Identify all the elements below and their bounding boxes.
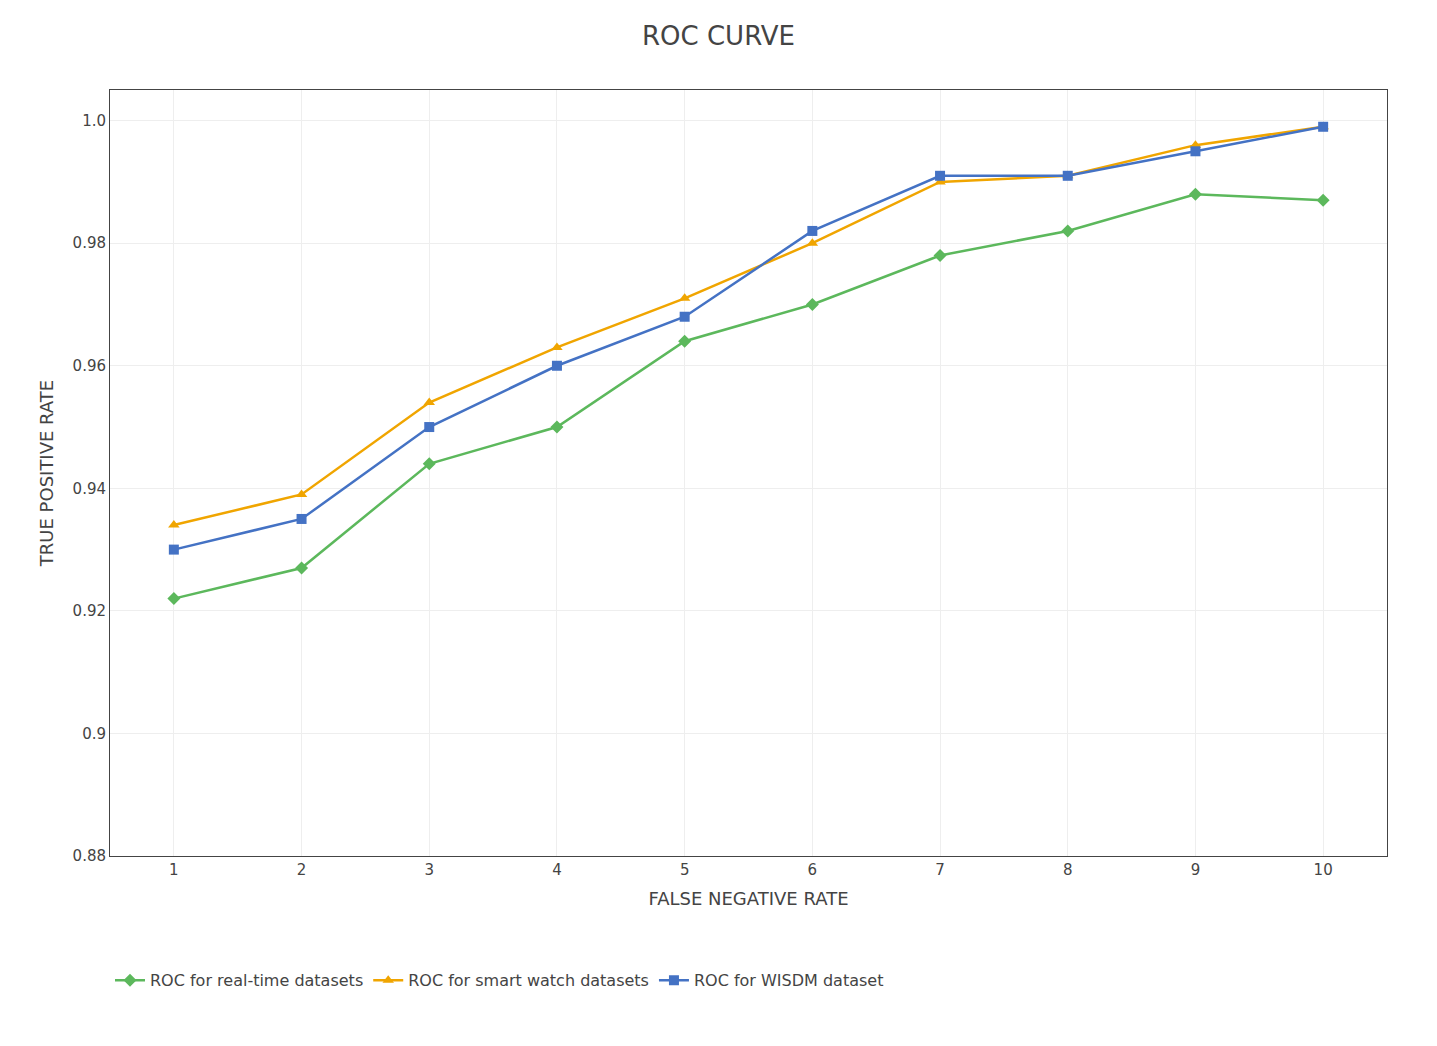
svg-text:0.96: 0.96 [73, 357, 106, 375]
svg-text:0.88: 0.88 [73, 847, 106, 865]
svg-text:5: 5 [680, 861, 690, 879]
svg-text:0.92: 0.92 [73, 602, 106, 620]
svg-text:0.9: 0.9 [82, 725, 106, 743]
svg-text:6: 6 [808, 861, 818, 879]
svg-text:9: 9 [1191, 861, 1201, 879]
svg-text:TRUE POSITIVE RATE: TRUE POSITIVE RATE [36, 380, 57, 567]
svg-text:3: 3 [424, 861, 434, 879]
svg-text:FALSE NEGATIVE RATE: FALSE NEGATIVE RATE [648, 888, 848, 909]
svg-text:ROC for smart watch datasets: ROC for smart watch datasets [408, 971, 649, 990]
svg-text:ROC for WISDM dataset: ROC for WISDM dataset [694, 971, 883, 990]
svg-text:ROC CURVE: ROC CURVE [642, 21, 795, 51]
svg-text:1: 1 [169, 861, 179, 879]
svg-text:7: 7 [935, 861, 945, 879]
svg-text:1.0: 1.0 [82, 112, 106, 130]
svg-text:4: 4 [552, 861, 562, 879]
svg-text:2: 2 [297, 861, 307, 879]
svg-text:8: 8 [1063, 861, 1073, 879]
svg-text:ROC for real-time datasets: ROC for real-time datasets [150, 971, 363, 990]
svg-text:10: 10 [1314, 861, 1333, 879]
svg-text:0.94: 0.94 [73, 480, 106, 498]
svg-text:0.98: 0.98 [73, 234, 106, 252]
